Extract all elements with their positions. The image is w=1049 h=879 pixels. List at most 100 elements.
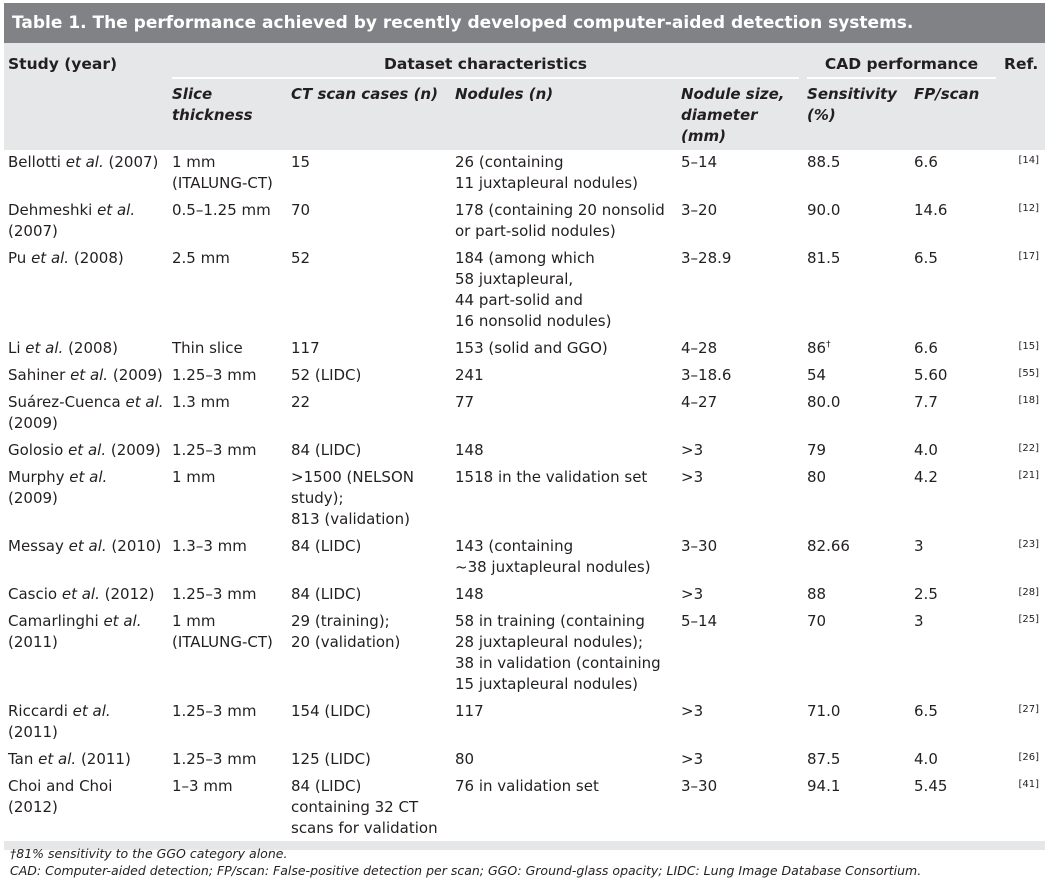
header-row-top: Study (year) Dataset characteristics CAD… [4,43,1045,83]
cell-nodule-size: >3 [681,468,704,486]
cell-sensitivity: 86† [807,339,831,357]
header-nodule-size: Nodule size, diameter (mm) [681,85,785,145]
cell-ref: [23] [1018,539,1040,550]
cell-slice-thickness: Thin slice [172,339,243,357]
cell-fp-scan: 6.5 [914,702,938,720]
cell-nodules: 184 (among which 58 juxtapleural, 44 par… [455,249,612,330]
cell-nodule-size: 4–27 [681,393,718,411]
cell-fp-scan: 6.5 [914,249,938,267]
cell-nodule-size: 5–14 [681,612,718,630]
cell-nodule-size: >3 [681,702,704,720]
header-row-sub: Slice thickness CT scan cases (n) Nodule… [4,83,1045,150]
cell-ct-scan-cases: 84 (LIDC) containing 32 CT scans for val… [291,777,438,837]
cell-fp-scan: 4.0 [914,441,938,459]
cell-slice-thickness: 1 mm [172,468,216,486]
cell-study: Sahiner et al. (2009) [8,366,163,384]
table-row: Pu et al. (2008) 2.5 mm 52 184 (among which… [4,245,1046,335]
cell-fp-scan: 7.7 [914,393,938,411]
cell-nodules: 117 [455,702,484,720]
cell-fp-scan: 3 [914,612,924,630]
cell-sensitivity: 87.5 [807,750,841,768]
table-figure: Table 1. The performance achieved by rec… [4,3,1046,878]
cell-study: Tan et al. (2011) [8,750,131,768]
header-fp-scan: FP/scan [914,85,980,103]
cell-nodule-size: 3–30 [681,537,718,555]
header-nodules: Nodules (n) [455,85,554,103]
cell-study: Choi and Choi (2012) [8,777,113,816]
cell-sensitivity: 88.5 [807,153,841,171]
cell-nodules: 148 [455,441,484,459]
cell-slice-thickness: 1 mm (ITALUNG-CT) [172,153,273,192]
cell-sensitivity: 80.0 [807,393,841,411]
cell-study: Bellotti et al. (2007) [8,153,159,171]
cell-fp-scan: 4.2 [914,468,938,486]
table-row: Sahiner et al. (2009) 1.25–3 mm 52 (LIDC) 2… [4,362,1046,389]
performance-table: Study (year) Dataset characteristics CAD… [4,43,1046,841]
cell-ct-scan-cases: 22 [291,393,311,411]
cell-ref: [18] [1018,395,1040,406]
header-slice-thickness: Slice thickness [172,85,253,124]
cell-ref: [14] [1018,155,1040,166]
cell-ct-scan-cases: 125 (LIDC) [291,750,371,768]
cell-ct-scan-cases: 154 (LIDC) [291,702,371,720]
cell-ref: [25] [1018,614,1040,625]
cell-sensitivity: 70 [807,612,827,630]
cell-fp-scan: 6.6 [914,339,938,357]
cell-nodule-size: 3–18.6 [681,366,732,384]
cell-fp-scan: 6.6 [914,153,938,171]
cell-ref: [15] [1018,341,1040,352]
cell-fp-scan: 5.45 [914,777,948,795]
cell-sensitivity: 71.0 [807,702,841,720]
header-study: Study (year) [8,55,118,73]
cell-nodule-size: 3–28.9 [681,249,732,267]
cell-study: Riccardi et al. (2011) [8,702,111,741]
table-row: Murphy et al. (2009) 1 mm >1500 (NELSON st… [4,464,1046,533]
cell-ct-scan-cases: >1500 (NELSON study); 813 (validation) [291,468,414,528]
cell-study: Cascio et al. (2012) [8,585,155,603]
cell-ct-scan-cases: 70 [291,201,311,219]
header-sensitivity: Sensitivity (%) [807,85,897,124]
cell-study: Pu et al. (2008) [8,249,124,267]
cell-sensitivity: 88 [807,585,827,603]
cell-ct-scan-cases: 84 (LIDC) [291,537,362,555]
cell-ref: [12] [1018,203,1040,214]
cell-nodule-size: 3–30 [681,777,718,795]
cell-ref: [27] [1018,704,1040,715]
table-row: Tan et al. (2011) 1.25–3 mm 125 (LIDC) 80 >3… [4,746,1046,773]
cell-ref: [55] [1018,368,1040,379]
table-row: Dehmeshki et al. (2007) 0.5–1.25 mm 70 178 … [4,197,1046,245]
cell-ref: [41] [1018,779,1040,790]
cell-nodules: 26 (containing 11 juxtapleural nodules) [455,153,638,192]
cell-ref: [26] [1018,752,1040,763]
cell-study: Camarlinghi et al. (2011) [8,612,142,651]
cell-fp-scan: 4.0 [914,750,938,768]
cell-nodule-size: 5–14 [681,153,718,171]
cell-nodules: 80 [455,750,475,768]
cell-nodule-size: >3 [681,750,704,768]
table-row: Suárez-Cuenca et al. (2009) 1.3 mm 22 77 4–2… [4,389,1046,437]
cell-nodules: 58 in training (containing 28 juxtapleur… [455,612,661,693]
cell-sensitivity: 81.5 [807,249,841,267]
cell-fp-scan: 14.6 [914,201,948,219]
table-title: Table 1. The performance achieved by rec… [4,3,1045,43]
table-row: Cascio et al. (2012) 1.25–3 mm 84 (LIDC) 14… [4,581,1046,608]
cell-fp-scan: 2.5 [914,585,938,603]
table-row: Li et al. (2008) Thin slice 117 153 (solid … [4,335,1046,362]
cell-sensitivity: 90.0 [807,201,841,219]
cell-fp-scan: 5.60 [914,366,948,384]
cell-sensitivity: 54 [807,366,827,384]
cell-slice-thickness: 2.5 mm [172,249,230,267]
cell-nodules: 241 [455,366,484,384]
cell-sensitivity: 79 [807,441,827,459]
cell-nodules: 148 [455,585,484,603]
cell-slice-thickness: 1 mm (ITALUNG-CT) [172,612,273,651]
cell-ct-scan-cases: 84 (LIDC) [291,441,362,459]
cell-slice-thickness: 1.25–3 mm [172,441,257,459]
cell-ct-scan-cases: 15 [291,153,311,171]
cell-nodule-size: 3–20 [681,201,718,219]
cell-ct-scan-cases: 117 [291,339,320,357]
cell-ct-scan-cases: 84 (LIDC) [291,585,362,603]
cell-sensitivity: 94.1 [807,777,841,795]
cell-slice-thickness: 1.25–3 mm [172,585,257,603]
cell-nodules: 178 (containing 20 nonsolid or part-soli… [455,201,665,240]
